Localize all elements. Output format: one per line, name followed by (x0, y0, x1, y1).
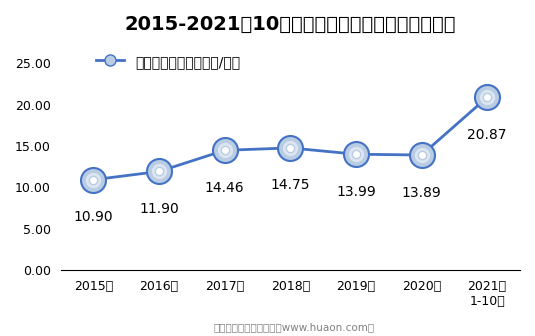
Text: 20.87: 20.87 (468, 128, 507, 142)
Text: 11.90: 11.90 (139, 202, 179, 216)
Text: 制图：华经产业研究院（www.huaon.com）: 制图：华经产业研究院（www.huaon.com） (213, 323, 375, 333)
Text: 13.89: 13.89 (402, 185, 441, 200)
Text: 14.75: 14.75 (271, 178, 310, 193)
Text: 14.46: 14.46 (205, 181, 244, 195)
Text: 10.90: 10.90 (74, 210, 113, 224)
Legend: 锡期货成交均价（万元/手）: 锡期货成交均价（万元/手） (90, 49, 246, 74)
Text: 13.99: 13.99 (336, 185, 376, 199)
Title: 2015-2021年10月上海期货交易所锡期货成交均价: 2015-2021年10月上海期货交易所锡期货成交均价 (125, 15, 456, 34)
